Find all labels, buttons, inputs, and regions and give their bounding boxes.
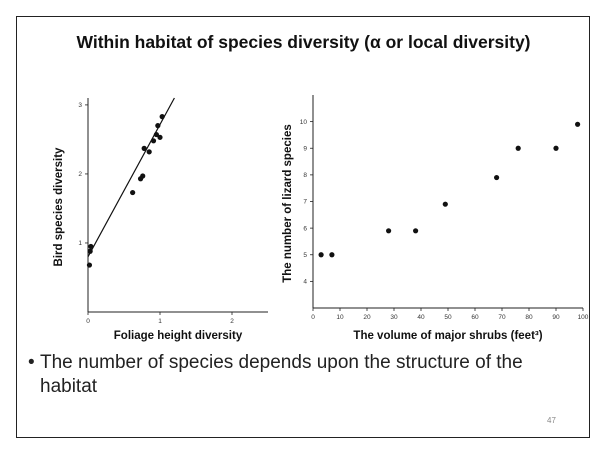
- page-number: 47: [547, 416, 556, 425]
- data-point: [575, 121, 581, 127]
- data-point: [130, 189, 136, 196]
- data-point: [318, 252, 324, 258]
- x-tick-label: 1: [158, 318, 162, 325]
- x-tick-label: 50: [444, 314, 452, 321]
- data-point: [413, 228, 419, 234]
- x-tick-label: 0: [86, 318, 90, 325]
- data-point: [87, 248, 93, 254]
- data-point: [159, 114, 165, 120]
- y-tick-label: 7: [303, 199, 307, 206]
- y-tick-label: 2: [78, 171, 82, 178]
- data-point: [494, 174, 500, 181]
- data-point: [155, 123, 161, 129]
- y-tick-label: 10: [300, 119, 308, 126]
- x-axis-label: The volume of major shrubs (feet³): [353, 330, 542, 342]
- y-tick-label: 8: [303, 172, 307, 179]
- x-tick-label: 60: [471, 314, 479, 321]
- x-tick-label: 100: [578, 314, 589, 321]
- bullet-icon: •: [28, 352, 35, 373]
- x-tick-label: 10: [336, 314, 344, 321]
- data-point: [386, 228, 392, 234]
- data-point: [553, 145, 559, 151]
- data-point: [515, 145, 521, 151]
- y-tick-label: 1: [78, 240, 82, 247]
- x-tick-label: 0: [311, 314, 315, 321]
- data-point: [157, 134, 163, 140]
- data-point: [329, 252, 335, 258]
- x-tick-label: 70: [498, 314, 506, 321]
- data-point: [88, 243, 94, 250]
- x-tick-label: 40: [417, 314, 425, 321]
- bullet-point: • The number of species depends upon the…: [28, 351, 560, 399]
- y-axis-label: The number of lizard species: [282, 124, 294, 282]
- y-tick-label: 6: [303, 225, 307, 232]
- data-point: [442, 201, 448, 207]
- data-point: [150, 138, 157, 144]
- y-tick-label: 3: [78, 102, 82, 109]
- data-point: [86, 262, 93, 268]
- x-tick-label: 80: [525, 314, 533, 321]
- bullet-text: The number of species depends upon the s…: [40, 352, 523, 397]
- y-tick-label: 4: [303, 279, 307, 286]
- x-axis-label: Foliage height diversity: [114, 330, 243, 342]
- data-point: [140, 173, 146, 179]
- slide: [16, 16, 590, 438]
- data-point: [146, 149, 152, 155]
- x-tick-label: 20: [363, 314, 371, 321]
- data-point: [153, 131, 159, 138]
- y-tick-label: 5: [303, 252, 307, 259]
- data-point: [141, 145, 147, 151]
- x-tick-label: 2: [230, 318, 234, 325]
- x-tick-label: 30: [390, 314, 398, 321]
- x-tick-label: 90: [552, 314, 560, 321]
- slide-title: Within habitat of species diversity (α o…: [76, 32, 531, 52]
- y-tick-label: 9: [303, 145, 307, 152]
- y-axis-label: Bird species diversity: [53, 147, 65, 266]
